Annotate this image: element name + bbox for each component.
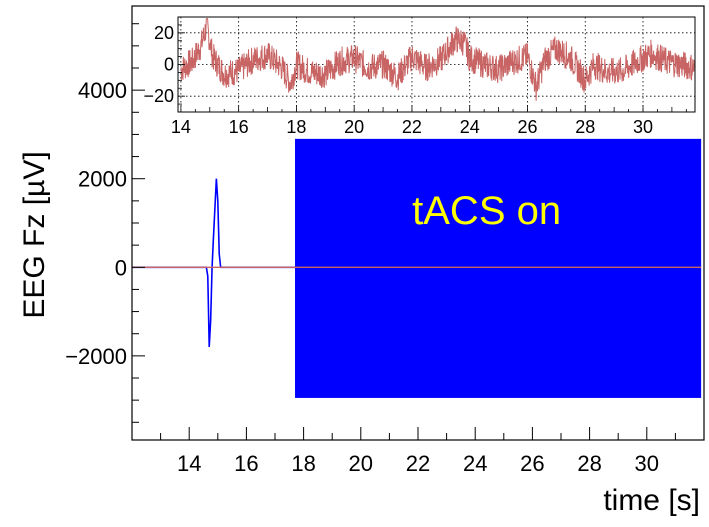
inset-x-tick-label: 30 (633, 117, 653, 137)
inset-filtered-trace (180, 18, 695, 101)
tacs-on-annotation: tACS on (412, 189, 561, 233)
inset-x-tick-label: 26 (517, 117, 537, 137)
y-axis-title: EEG Fz [µV] (18, 151, 51, 318)
x-tick-label: 24 (463, 451, 487, 476)
inset-x-tick-label: 28 (575, 117, 595, 137)
inset-x-tick-label: 20 (344, 117, 364, 137)
inset-x-tick-label: 16 (229, 117, 249, 137)
inset-y-tick-label: 0 (164, 55, 174, 75)
inset-y-tick-label: −20 (143, 86, 174, 106)
raw-eeg-trace (132, 178, 296, 348)
tacs-artifact-band (295, 138, 702, 398)
inset-y-tick-label: 20 (154, 23, 174, 43)
inset-plot: 14 16 18 20 22 24 26 28 30 −20 0 20 (143, 16, 696, 137)
inset-x-tick-label: 22 (402, 117, 422, 137)
x-tick-label: 28 (577, 451, 601, 476)
x-tick-label: 30 (635, 451, 659, 476)
x-tick-label: 20 (349, 451, 373, 476)
y-tick-label: 0 (115, 255, 127, 280)
main-x-axis: 14 16 18 20 22 24 26 28 30 (160, 427, 676, 476)
inset-x-tick-label: 24 (460, 117, 480, 137)
x-axis-title: time [s] (603, 484, 700, 517)
inset-frame (177, 16, 696, 113)
y-tick-label: −2000 (65, 344, 127, 369)
x-tick-label: 18 (291, 451, 315, 476)
inset-x-tick-label: 14 (171, 117, 191, 137)
y-tick-label: 4000 (78, 78, 127, 103)
main-y-axis: −2000 0 2000 4000 (65, 23, 145, 423)
x-tick-label: 22 (406, 451, 430, 476)
inset-x-tick-label: 18 (286, 117, 306, 137)
y-tick-label: 2000 (78, 167, 127, 192)
x-tick-label: 26 (520, 451, 544, 476)
x-tick-label: 16 (234, 451, 258, 476)
x-tick-label: 14 (177, 451, 201, 476)
